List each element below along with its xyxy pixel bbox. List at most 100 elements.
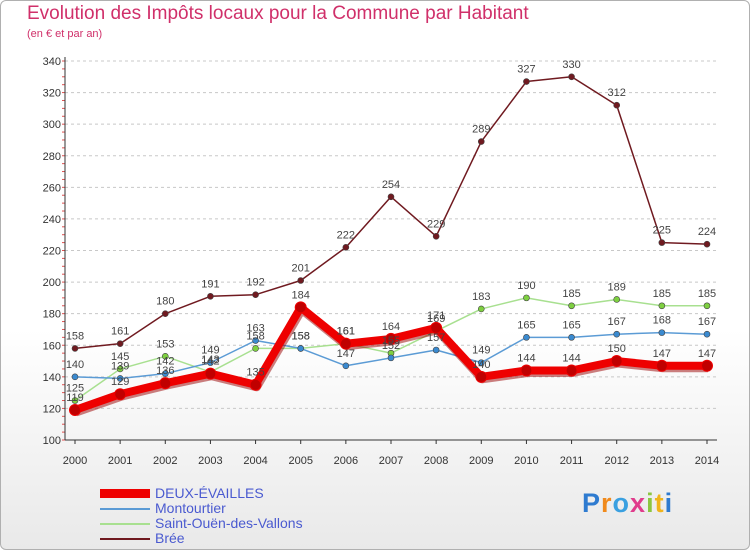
data-label: 119 [66, 392, 84, 404]
data-label: 136 [156, 365, 174, 377]
data-label: 312 [608, 87, 626, 99]
data-point [71, 345, 79, 352]
y-tick-label: 300 [43, 119, 61, 131]
x-tick-label: 2006 [334, 455, 358, 467]
data-label: 167 [608, 316, 626, 328]
data-label: 140 [472, 359, 490, 371]
data-label: 150 [608, 343, 626, 355]
data-label: 158 [246, 330, 264, 342]
data-point [387, 193, 395, 201]
data-point [159, 377, 172, 390]
data-label: 152 [382, 340, 400, 352]
data-point [477, 359, 485, 366]
data-label: 185 [653, 288, 671, 300]
data-point [520, 364, 533, 377]
data-point [71, 373, 79, 381]
legend-swatch [100, 523, 150, 525]
logo-letter: i [664, 488, 674, 518]
x-tick-label: 2004 [243, 455, 267, 467]
data-label: 330 [562, 59, 580, 71]
x-tick-label: 2001 [108, 455, 132, 467]
x-tick-label: 2000 [63, 455, 87, 467]
data-label: 184 [292, 289, 310, 301]
data-point [477, 138, 485, 145]
data-point [523, 294, 530, 302]
legend-swatch [100, 538, 150, 540]
data-label: 125 [66, 383, 84, 395]
series-layer [69, 73, 713, 417]
logo-letter: o [612, 488, 631, 518]
data-point [613, 330, 621, 338]
data-point [385, 332, 397, 345]
data-point [294, 301, 307, 314]
data-label: 144 [562, 353, 580, 365]
data-label: 201 [292, 263, 310, 275]
data-point [71, 397, 79, 404]
data-label: 158 [292, 330, 310, 342]
data-point [339, 337, 352, 350]
y-tick-label: 200 [43, 277, 61, 289]
data-label: 161 [111, 326, 129, 338]
data-point [703, 240, 711, 248]
data-label: 164 [382, 321, 400, 333]
data-label: 161 [337, 326, 355, 338]
data-label: 222 [337, 229, 355, 241]
x-tick-label: 2009 [469, 455, 493, 467]
axes: 100 120 140 160 180 200 220 240 260 280 300 320 340 2… [43, 56, 720, 467]
data-point [116, 375, 124, 382]
data-label: 143 [201, 354, 219, 366]
logo-letter: i [646, 488, 655, 518]
data-point [475, 370, 488, 383]
data-point [432, 232, 440, 240]
legend-label: DEUX-ÉVAILLES [155, 485, 264, 501]
data-point [297, 277, 305, 284]
data-point [161, 310, 169, 317]
y-tick-label: 280 [43, 151, 61, 163]
legend-swatch [100, 508, 150, 510]
legend-label: Montourtier [155, 500, 226, 516]
y-tick-label: 320 [43, 88, 61, 100]
legend-label: Saint-Ouën-des-Vallons [155, 515, 303, 531]
chart-subtitle: (en € et par an) [27, 28, 103, 40]
data-point [204, 367, 217, 380]
x-tick-label: 2005 [288, 455, 312, 467]
data-label: 145 [111, 351, 129, 363]
data-point [568, 302, 575, 310]
data-point [207, 359, 214, 366]
x-tick-label: 2007 [379, 455, 403, 467]
data-label: 192 [246, 277, 264, 289]
y-tick-label: 180 [43, 309, 61, 321]
x-tick-label: 2002 [153, 455, 177, 467]
grid-lines [65, 60, 717, 409]
data-point [161, 370, 169, 377]
data-point [430, 321, 443, 334]
data-label: 185 [698, 288, 716, 300]
data-point [252, 291, 259, 299]
y-tick-label: 120 [43, 403, 61, 415]
data-label: 161 [337, 326, 355, 338]
data-point [252, 345, 259, 352]
data-label: 229 [427, 218, 445, 230]
data-label: 153 [156, 338, 174, 350]
data-label: 167 [698, 316, 716, 328]
data-label: 289 [472, 124, 490, 136]
data-label: 149 [201, 345, 219, 357]
data-point [477, 305, 485, 313]
data-label: 140 [66, 359, 84, 371]
data-point [613, 296, 621, 303]
data-label: 147 [337, 348, 355, 360]
y-tick-label: 100 [43, 435, 61, 447]
data-label: 180 [156, 296, 174, 308]
logo-letter: x [630, 488, 647, 518]
data-point [701, 359, 713, 372]
data-label: 144 [517, 353, 535, 365]
data-point [116, 340, 124, 347]
data-label: 163 [246, 323, 264, 335]
data-point [69, 403, 81, 416]
data-point [703, 302, 711, 310]
y-tick-label: 260 [43, 182, 61, 194]
data-point [523, 334, 530, 341]
data-label: 224 [698, 226, 716, 238]
